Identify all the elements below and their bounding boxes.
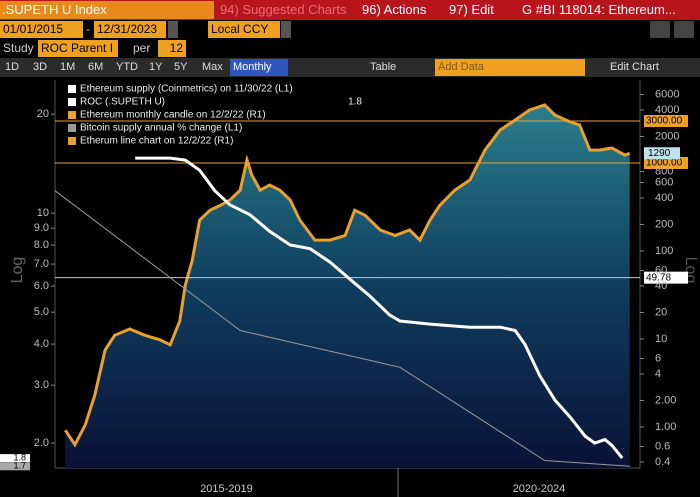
last-value-box — [644, 147, 680, 160]
y2-tick-label: 10 — [655, 333, 667, 345]
y2-tick-label: 100 — [655, 245, 673, 257]
y-tick-label: 2.0 — [34, 437, 49, 449]
reference-label-box — [644, 156, 688, 169]
y2-tick-label: 6000 — [655, 88, 679, 100]
last-value: 1.8 — [13, 453, 26, 463]
reference-label: 1000.00 — [646, 158, 683, 169]
dropdown[interactable] — [281, 21, 291, 38]
price-area — [65, 105, 630, 468]
range-button[interactable]: 1Y — [149, 61, 163, 73]
y2-tick-label: 2.00 — [655, 394, 676, 406]
legend-swatch — [68, 124, 76, 132]
redo-button[interactable] — [674, 21, 694, 38]
legend-box — [63, 82, 370, 148]
legend-swatch — [68, 137, 76, 145]
range-button[interactable]: 3D — [33, 61, 48, 73]
last-value-box — [0, 454, 30, 463]
y2-tick-label: 4000 — [655, 104, 679, 116]
dropdown[interactable] — [168, 21, 178, 38]
y-tick-label: 10 — [37, 207, 49, 219]
reference-label: 3000.00 — [646, 116, 683, 127]
range-button[interactable]: 1M — [60, 61, 76, 73]
range-button[interactable]: 1D — [5, 61, 20, 73]
study[interactable]: ROC Parent I — [38, 40, 118, 57]
undo-button[interactable] — [650, 21, 670, 38]
table-button[interactable]: Table — [370, 61, 397, 73]
y2-tick-label: 200 — [655, 218, 673, 230]
y2-tick-label: 4 — [655, 368, 661, 380]
y2-tick-label: 20 — [655, 306, 667, 318]
end-date[interactable]: 12/31/2023 — [94, 21, 166, 38]
price-line — [64, 103, 631, 448]
legend-label: Ethereum monthly candle on 12/2/22 (R1) — [80, 110, 266, 121]
study-label: Study — [3, 41, 34, 55]
legend-label: Bitcoin supply annual % change (L1) — [80, 123, 242, 134]
reference-label: 49.78 — [646, 272, 671, 283]
y2-tick-label: 2000 — [655, 130, 679, 142]
last-value: 1290 — [648, 148, 671, 159]
y2-tick-label: 40 — [655, 280, 667, 292]
add-data[interactable]: Add Data — [435, 59, 585, 76]
y-tick-label: 4.0 — [34, 338, 49, 350]
legend-label: Ethereum supply (Coinmetrics) on 11/30/2… — [80, 84, 293, 95]
legend-value: 1.8 — [348, 97, 362, 108]
legend-label: Etherum line chart on 12/2/22 (R1) — [80, 136, 233, 147]
y2-tick-label: 6 — [655, 352, 661, 364]
legend-label: ROC (.SUPETH U) — [80, 97, 165, 108]
y2-tick-label: 1.00 — [655, 421, 676, 433]
y-tick-label: 9.0 — [34, 222, 49, 234]
x-period-label: 2015-2019 — [200, 483, 253, 495]
range-button[interactable]: Max — [202, 61, 223, 73]
last-value: 1.7 — [13, 461, 26, 471]
y2-tick-label: 600 — [655, 176, 673, 188]
roc-line — [135, 156, 624, 460]
y2-tick-label: 0.6 — [655, 440, 670, 452]
edit-chart[interactable]: Edit Chart — [610, 61, 659, 73]
legend-swatch — [68, 111, 76, 119]
date-dash: - — [86, 22, 90, 36]
x-period-label: 2020-2024 — [513, 483, 566, 495]
y-tick-label: 6.0 — [34, 280, 49, 292]
y2-tick-label: 60 — [655, 264, 667, 276]
y-tick-label: 20 — [37, 108, 49, 120]
y2-tick-label: 800 — [655, 165, 673, 177]
currency[interactable]: Local CCY — [208, 21, 280, 38]
y-axis-label: Log — [9, 257, 26, 284]
y-tick-label: 7.0 — [34, 258, 49, 270]
window-title: G #BI 118014: Ethereum... — [522, 2, 676, 17]
legend-swatch — [68, 85, 76, 93]
frequency[interactable]: Monthly — [230, 59, 288, 76]
y-tick-label: 8.0 — [34, 239, 49, 251]
reference-label-box — [644, 271, 688, 284]
y-tick-label: 3.0 — [34, 379, 49, 391]
period-label: per — [133, 41, 151, 55]
last-value-box — [0, 462, 30, 471]
range-button[interactable]: 5Y — [174, 61, 188, 73]
reference-label-box — [644, 114, 688, 127]
menu-item[interactable]: 94) Suggested Charts — [220, 2, 347, 17]
menu-item[interactable]: 96) Actions — [362, 2, 427, 17]
y2-tick-label: 0.4 — [655, 456, 670, 468]
range-button[interactable]: YTD — [116, 61, 138, 73]
period[interactable]: 12 — [158, 40, 186, 57]
range-button[interactable]: 6M — [88, 61, 104, 73]
menu-item[interactable]: 97) Edit — [449, 2, 494, 17]
y-tick-label: 5.0 — [34, 306, 49, 318]
bitcoin-line — [54, 190, 630, 467]
security-title: .SUPETH U Index — [0, 1, 214, 19]
legend-swatch — [68, 98, 76, 106]
start-date[interactable]: 01/01/2015 — [0, 21, 83, 38]
y2-tick-label: 400 — [655, 192, 673, 204]
